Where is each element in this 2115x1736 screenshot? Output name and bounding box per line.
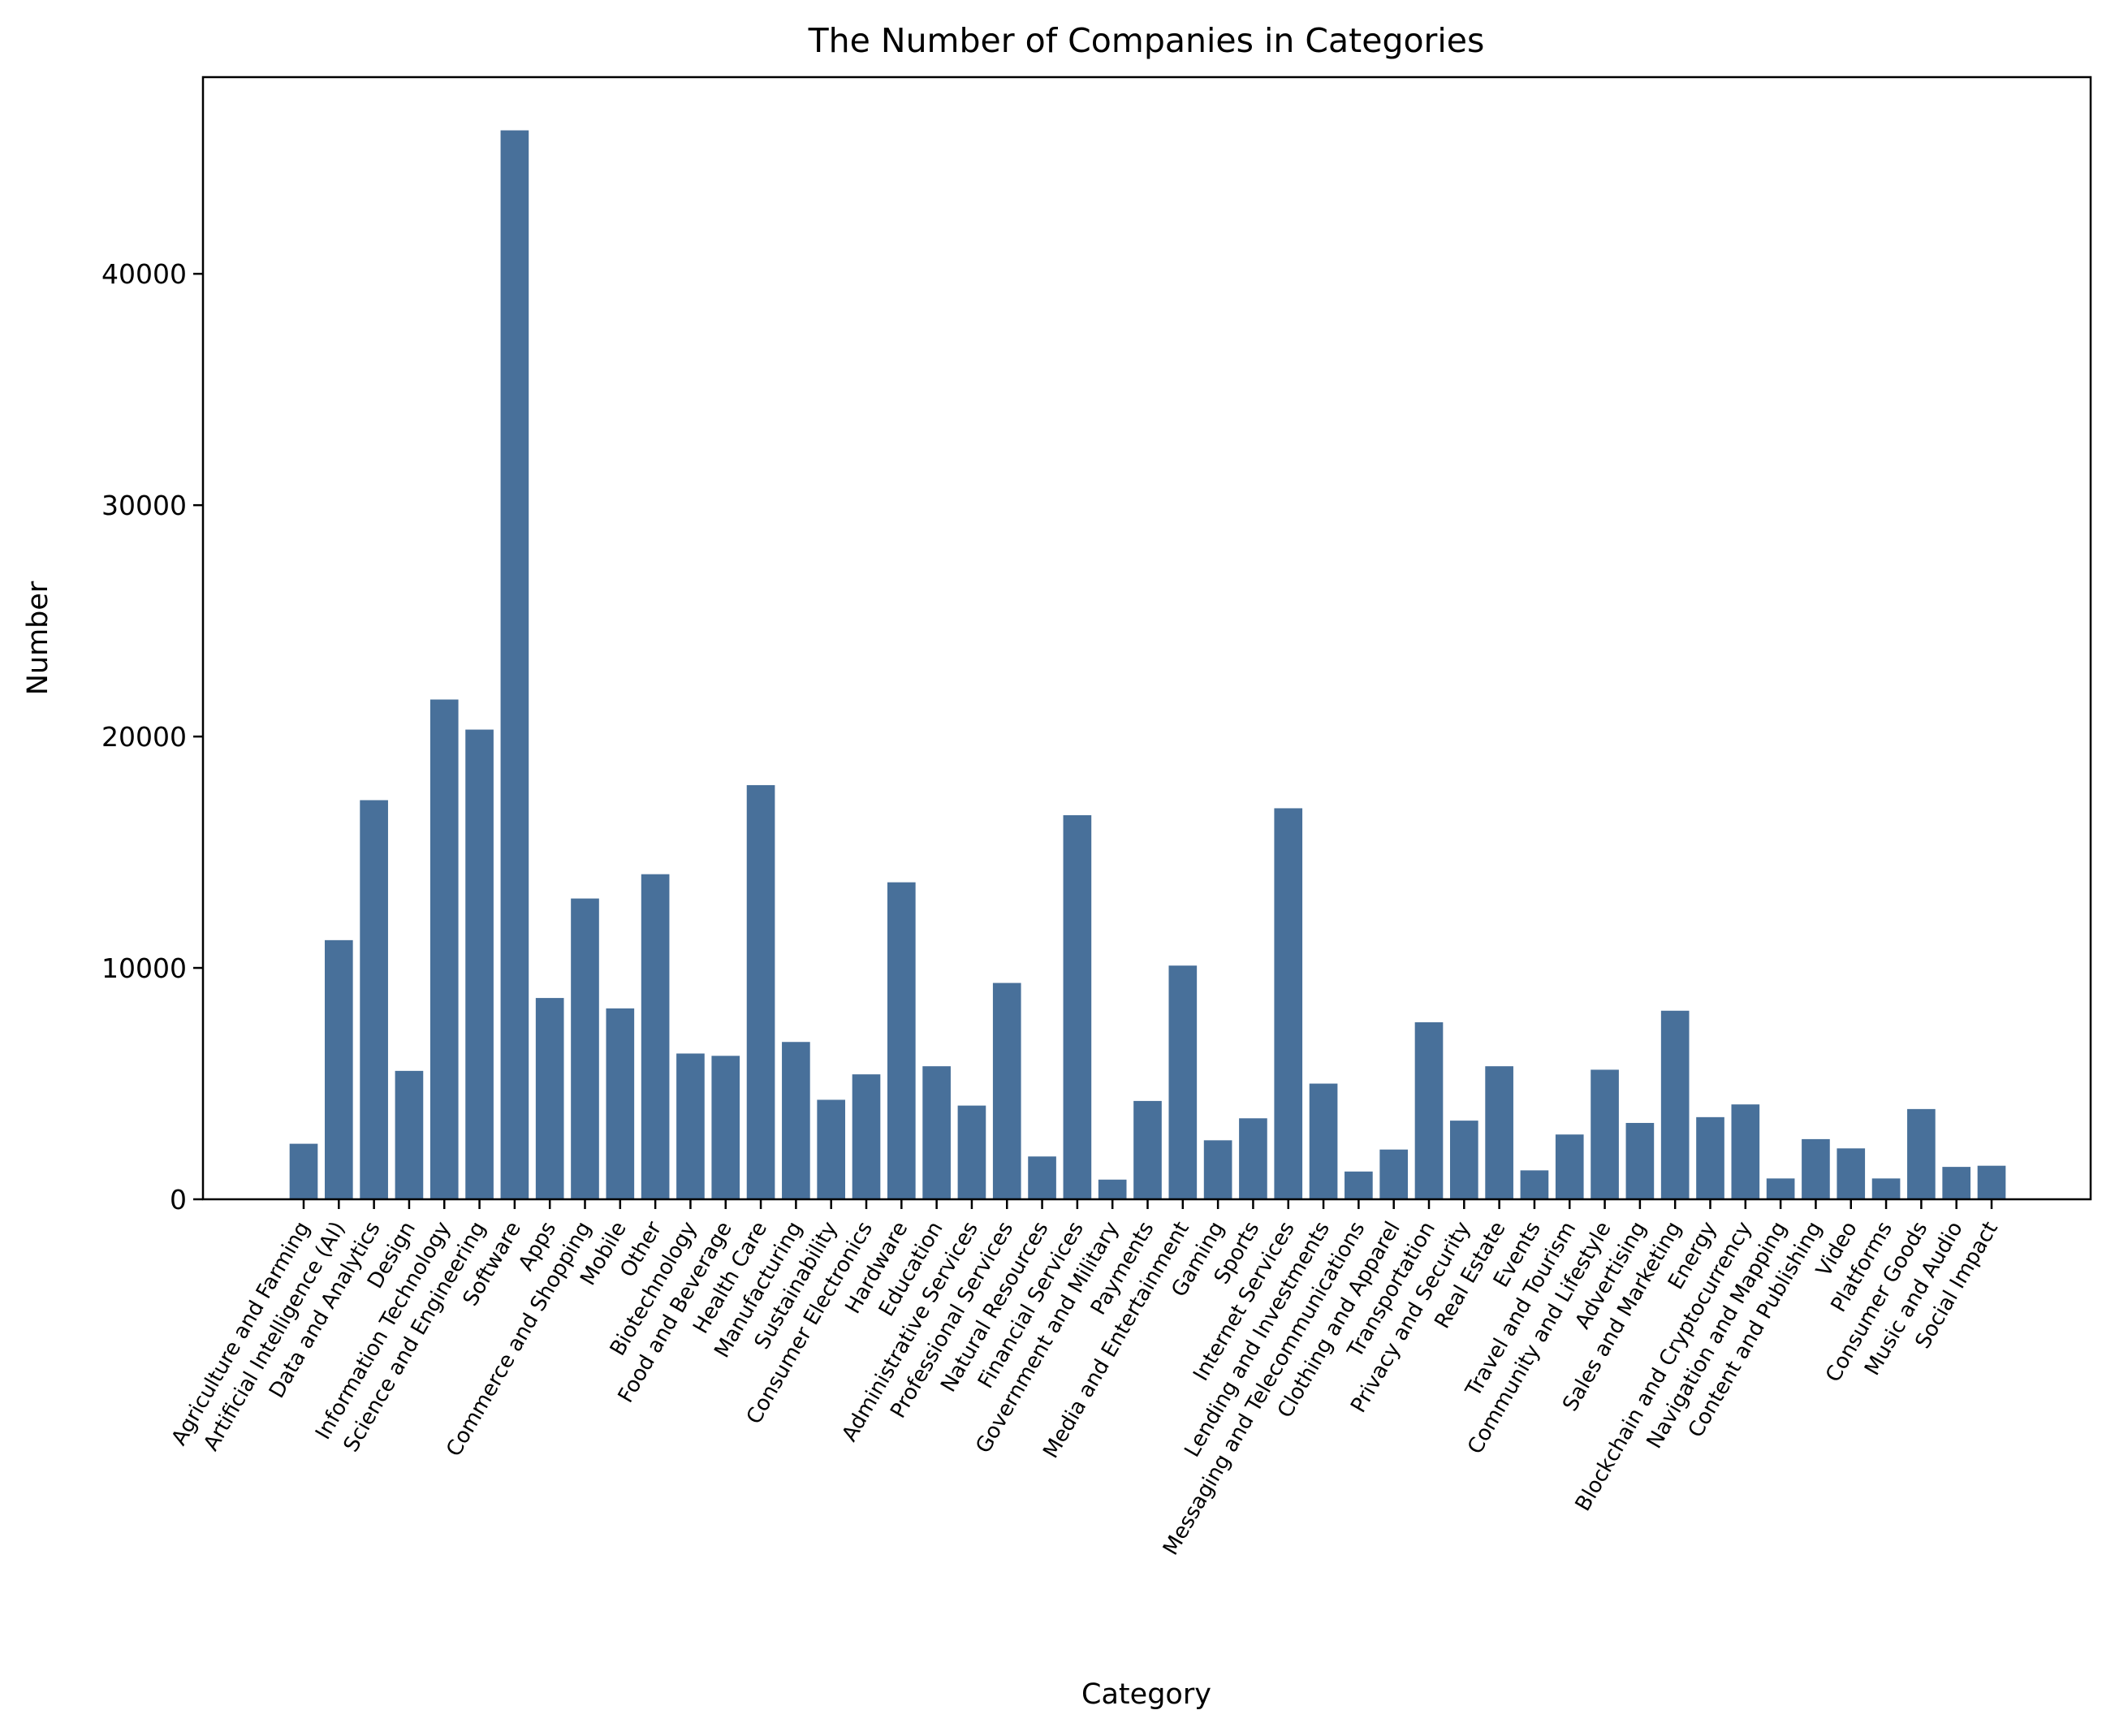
bar-government-and-military <box>1098 1179 1127 1199</box>
y-axis: 0 10000 20000 30000 40000 <box>101 258 203 1216</box>
bar-transportation <box>1414 1022 1444 1199</box>
bar-administrative-services <box>957 1105 986 1199</box>
bar-gaming <box>1203 1140 1232 1199</box>
bar-hardware <box>887 882 916 1199</box>
bar-professional-services <box>992 982 1021 1199</box>
bar-lending-and-investments <box>1309 1083 1338 1199</box>
bar-advertising <box>1625 1122 1655 1199</box>
bars-layer <box>289 130 2006 1199</box>
bar-data-and-analytics <box>360 800 388 1199</box>
bar-social-impact <box>1977 1165 2006 1199</box>
bar-community-and-lifestyle <box>1591 1069 1619 1199</box>
bar-health-care <box>746 784 775 1199</box>
x-axis-label: Category <box>1081 1678 1211 1711</box>
y-tick-label: 40000 <box>101 258 187 290</box>
bar-design <box>395 1070 424 1199</box>
bar-education <box>922 1066 951 1199</box>
bar-biotechnology <box>676 1053 705 1199</box>
bar-travel-and-tourism <box>1555 1134 1584 1199</box>
bar-manufacturing <box>782 1042 810 1199</box>
bar-natural-resources <box>1028 1156 1056 1199</box>
bar-sports <box>1239 1118 1267 1199</box>
bar-platforms <box>1871 1178 1901 1199</box>
bar-science-and-engineering <box>465 729 494 1199</box>
bar-other <box>641 874 670 1199</box>
bar-financial-services <box>1063 814 1092 1199</box>
bar-food-and-beverage <box>711 1056 740 1199</box>
bar-internet-services <box>1274 808 1303 1199</box>
bar-energy <box>1696 1116 1724 1199</box>
y-axis-label: Number <box>22 581 54 695</box>
bar-payments <box>1133 1100 1162 1199</box>
y-tick-label: 30000 <box>101 490 187 521</box>
bar-music-and-audio <box>1942 1167 1971 1199</box>
y-tick-label: 10000 <box>101 952 187 984</box>
bar-sustainability <box>817 1099 846 1199</box>
bar-software <box>500 130 529 1199</box>
bar-navigation-and-mapping <box>1766 1178 1795 1199</box>
bar-clothing-and-apparel <box>1379 1149 1409 1199</box>
bar-privacy-and-security <box>1449 1121 1478 1199</box>
bar-apps <box>535 998 564 1199</box>
chart-title: The Number of Companies in Categories <box>808 21 1485 60</box>
bar-content-and-publishing <box>1802 1138 1830 1199</box>
bar-consumer-goods <box>1907 1108 1936 1199</box>
bar-media-and-entertainment <box>1168 965 1198 1199</box>
bar-agriculture-and-farming <box>289 1143 318 1199</box>
bar-real-estate <box>1485 1066 1513 1199</box>
bar-blockchain-and-cryptocurrency <box>1731 1104 1760 1199</box>
bar-mobile <box>606 1008 635 1199</box>
bar-artificial-intelligence-ai <box>324 939 353 1199</box>
y-tick-label: 0 <box>170 1184 187 1216</box>
bar-video <box>1837 1148 1866 1199</box>
bar-commerce-and-shopping <box>571 898 599 1199</box>
bar-sales-and-marketing <box>1660 1010 1690 1199</box>
bar-messaging-and-telecommunications <box>1345 1171 1373 1199</box>
bar-information-technology <box>429 699 459 1199</box>
bar-events <box>1520 1170 1549 1199</box>
bar-consumer-electronics <box>852 1074 881 1199</box>
y-tick-label: 20000 <box>101 721 187 753</box>
